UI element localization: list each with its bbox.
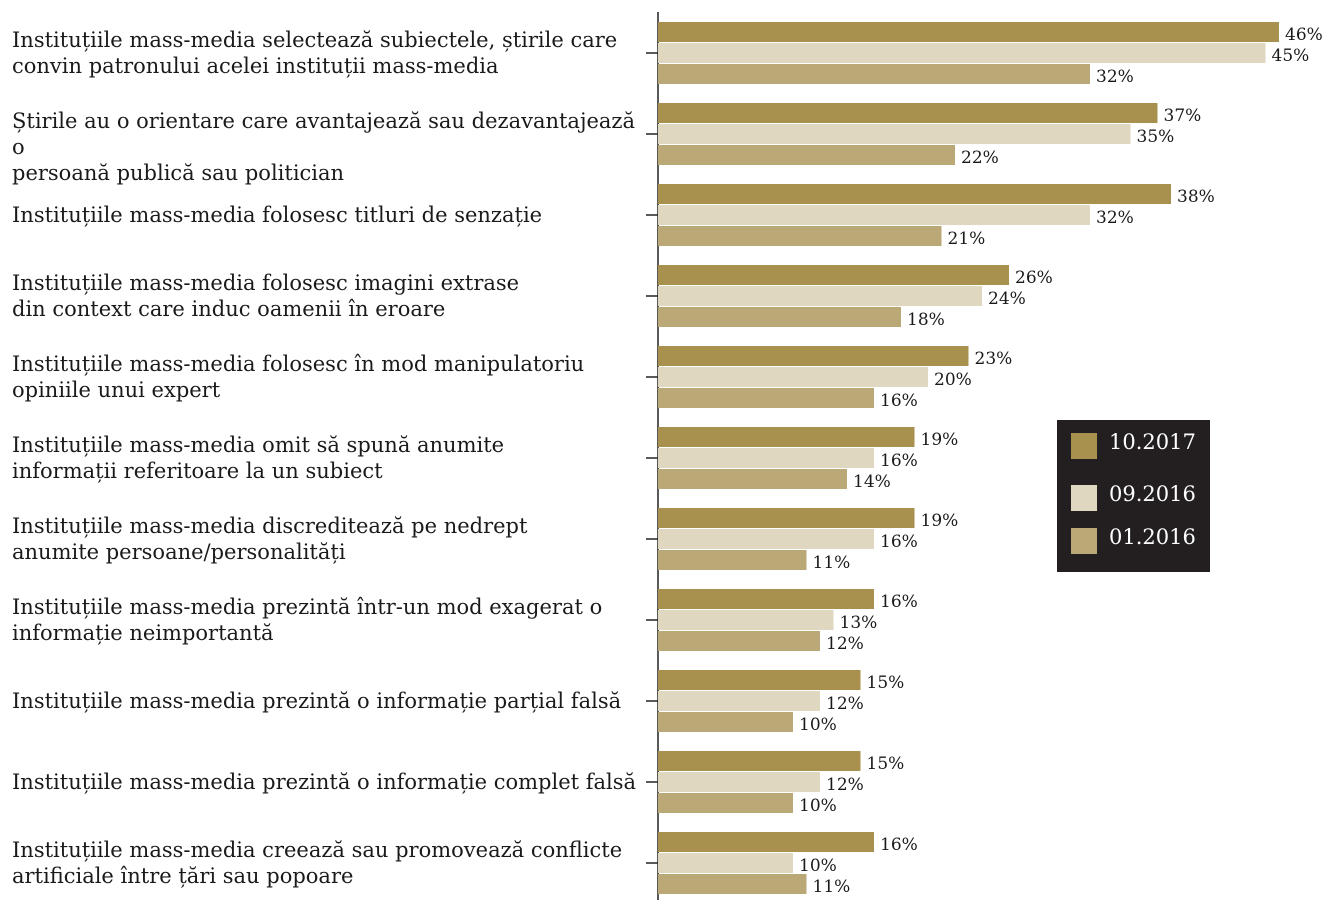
value-label: 21% [947,229,986,249]
value-label: 16% [880,532,918,552]
bar-10-2017 [658,427,915,447]
bar-10-2017 [658,346,969,366]
bar-01-2016 [658,793,793,813]
bar-10-2017 [658,508,915,528]
value-label: 24% [988,289,1026,309]
category-label: Instituțiile mass-media omit să spună an… [12,433,505,483]
category-label: Instituțiile mass-media folosesc titluri… [12,203,543,227]
legend-label-01-2016: 01.2016 [1109,525,1196,549]
bar-09-2016 [658,853,793,873]
bar-01-2016 [658,388,874,408]
value-label: 15% [866,673,905,693]
bar-10-2017 [658,103,1158,123]
bar-01-2016 [658,145,955,165]
value-label: 45% [1271,46,1310,66]
value-label: 32% [1096,67,1134,87]
bar-09-2016 [658,367,928,387]
bar-09-2016 [658,610,834,630]
bar-10-2017 [658,751,861,771]
value-label: 32% [1096,208,1134,228]
value-label: 37% [1163,106,1202,126]
category-label: Instituțiile mass-media folosesc imagini… [12,271,520,321]
value-label: 18% [907,310,945,330]
category-label: Instituțiile mass-media prezintă o infor… [12,770,637,794]
bar-01-2016 [658,64,1090,84]
bar-01-2016 [658,226,942,246]
legend-swatch-10-2017 [1071,433,1097,459]
value-label: 11% [812,877,851,897]
value-label: 16% [880,592,918,612]
bar-01-2016 [658,550,807,570]
bar-09-2016 [658,448,874,468]
value-label: 19% [920,511,959,531]
bar-01-2016 [658,874,807,894]
legend-label-09-2016: 09.2016 [1109,482,1196,506]
value-label: 10% [799,715,837,735]
value-label: 12% [826,775,864,795]
bar-10-2017 [658,670,861,690]
value-label: 10% [799,796,837,816]
category-label: Instituțiile mass-media prezintă o infor… [12,689,622,713]
bar-09-2016 [658,772,820,792]
value-label: 22% [961,148,999,168]
value-label: 23% [974,349,1013,369]
legend-label-10-2017: 10.2017 [1109,430,1196,454]
bar-10-2017 [658,832,874,852]
category-label: Instituțiile mass-media folosesc în mod … [12,352,585,402]
value-label: 13% [839,613,878,633]
bar-01-2016 [658,631,820,651]
value-label: 16% [880,391,918,411]
value-label: 19% [920,430,959,450]
value-label: 12% [826,634,864,654]
category-label: Instituțiile mass-media creează sau prom… [12,838,623,888]
value-label: 38% [1177,187,1215,207]
value-label: 15% [866,754,905,774]
legend-swatch-09-2016 [1071,485,1097,511]
legend: 10.2017 09.2016 01.2016 [1057,420,1210,572]
category-label: Știrile au o orientare care avantajează … [12,109,635,185]
value-label: 10% [799,856,837,876]
value-label: 46% [1285,25,1323,45]
value-label: 16% [880,835,918,855]
value-label: 11% [812,553,851,573]
bar-01-2016 [658,469,847,489]
value-label: 26% [1015,268,1053,288]
legend-swatch-01-2016 [1071,528,1097,554]
bar-10-2017 [658,184,1171,204]
category-label: Instituțiile mass-media prezintă într-un… [12,595,603,645]
category-ticks [646,52,658,864]
bar-10-2017 [658,589,874,609]
bar-09-2016 [658,691,820,711]
value-label: 12% [826,694,864,714]
bar-09-2016 [658,529,874,549]
bar-10-2017 [658,265,1009,285]
bar-10-2017 [658,22,1279,42]
value-label: 35% [1136,127,1175,147]
value-label: 16% [880,451,918,471]
bar-01-2016 [658,712,793,732]
bar-09-2016 [658,124,1131,144]
bar-09-2016 [658,205,1090,225]
bar-01-2016 [658,307,901,327]
bar-series-group [658,22,1279,894]
value-label: 20% [934,370,972,390]
value-label: 14% [853,472,891,492]
bar-09-2016 [658,43,1266,63]
category-label: Instituțiile mass-media selectează subie… [12,28,618,78]
bar-09-2016 [658,286,982,306]
category-label: Instituțiile mass-media discreditează pe… [12,514,528,564]
